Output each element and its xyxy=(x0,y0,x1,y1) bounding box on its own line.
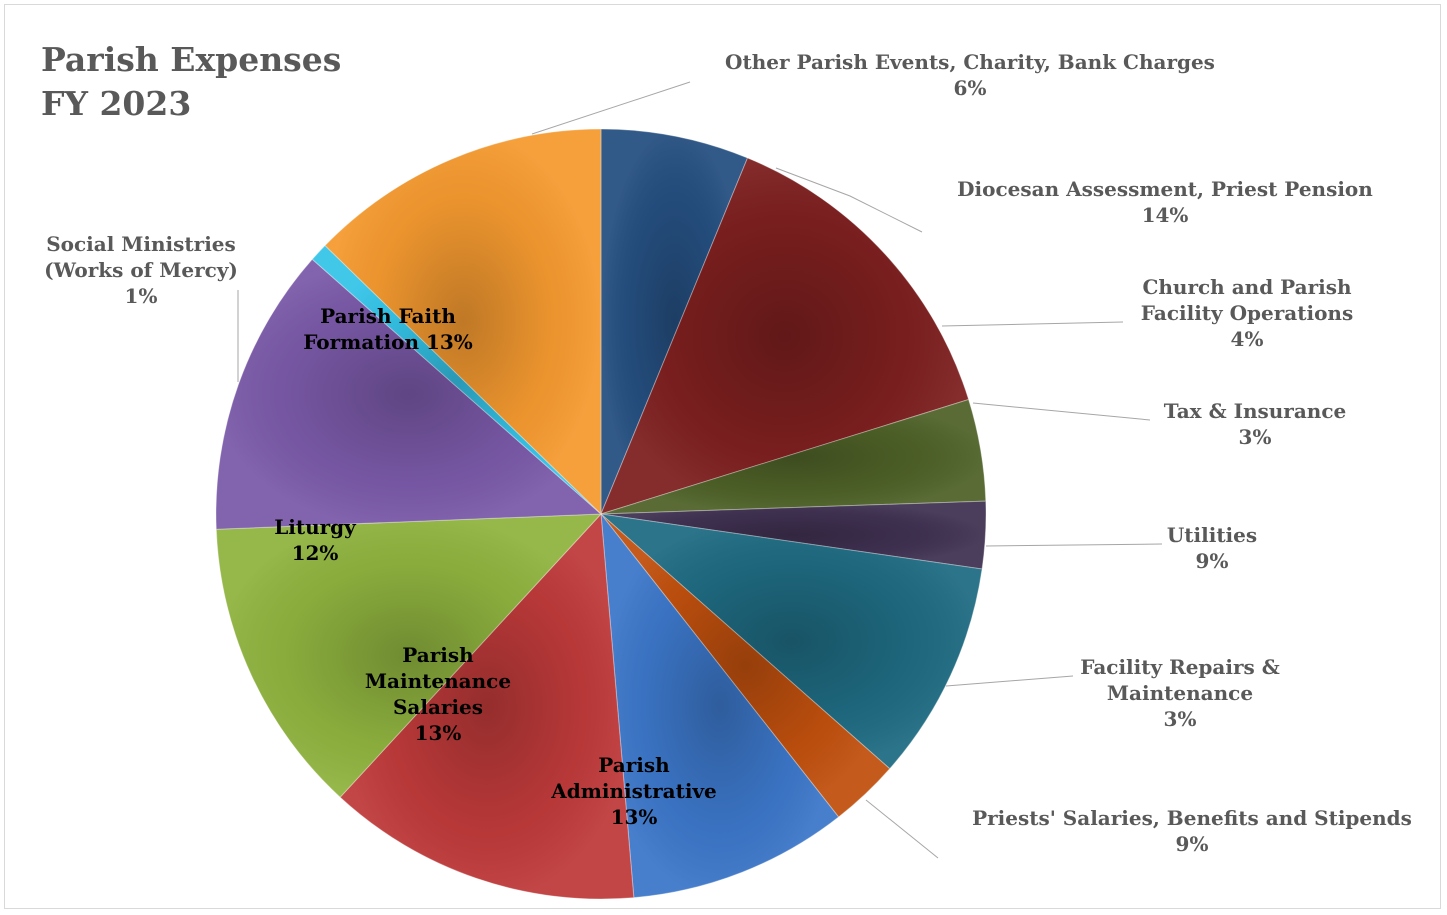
data-label: Parish Maintenance Salaries 13% xyxy=(365,643,511,745)
data-label-line: 3% xyxy=(1164,707,1197,731)
data-label-line: 9% xyxy=(1176,832,1209,856)
data-label: Priests' Salaries, Benefits and Stipends… xyxy=(972,806,1412,856)
data-label-line: 12% xyxy=(292,541,339,565)
data-label-line: 6% xyxy=(954,76,987,100)
data-label: Liturgy 12% xyxy=(274,515,357,565)
pie-slice-2 xyxy=(600,157,970,515)
data-label: Social Ministries (Works of Mercy) 1% xyxy=(44,232,238,308)
data-labels: Other Parish Events, Charity, Bank Charg… xyxy=(44,50,1412,856)
pie-slice-shading xyxy=(601,129,748,514)
pie-slice-11 xyxy=(311,244,602,515)
pie-slice-shading xyxy=(601,514,983,769)
pie-slice-shading xyxy=(216,514,602,798)
data-label: Parish Administrative 13% xyxy=(550,753,717,829)
chart-title: Parish Expenses FY 2023 xyxy=(41,38,341,126)
pie-slice-12 xyxy=(324,128,602,516)
chart-title-line-2: FY 2023 xyxy=(41,84,192,123)
pie-slice-3 xyxy=(600,398,987,515)
data-label: Tax & Insurance 3% xyxy=(1164,399,1346,449)
data-label-line: Administrative xyxy=(550,779,717,803)
chart-frame xyxy=(4,4,1441,909)
data-label-line: (Works of Mercy) xyxy=(44,258,238,282)
pie-slice-shading xyxy=(312,245,601,514)
data-label-line: 14% xyxy=(1142,203,1189,227)
data-label-line: Church and Parish xyxy=(1142,275,1352,299)
data-label-line: Liturgy xyxy=(274,515,357,539)
pie-slice-7 xyxy=(600,512,840,899)
data-label-line: Diocesan Assessment, Priest Pension xyxy=(957,177,1373,201)
data-label-line: Maintenance xyxy=(1107,681,1253,705)
pie-slice-4 xyxy=(600,500,987,570)
pie-slice-10 xyxy=(215,258,603,530)
leader-line xyxy=(531,81,691,135)
chart-title-line-1: Parish Expenses xyxy=(41,40,342,79)
data-label-line: 4% xyxy=(1231,327,1264,351)
data-label: Facility Repairs & Maintenance 3% xyxy=(1080,655,1280,731)
data-label-line: Parish Faith xyxy=(320,304,456,328)
pie-slice-shading xyxy=(325,129,601,514)
leader-lines xyxy=(237,81,1163,859)
leader-line xyxy=(775,167,923,233)
leader-line xyxy=(941,321,1124,327)
pie-slice-shading xyxy=(601,399,986,514)
pie-slice-shading xyxy=(601,514,839,898)
data-label-line: Utilities xyxy=(1167,523,1257,547)
pie-slice-shading xyxy=(601,501,986,569)
data-label-line: Facility Repairs & xyxy=(1080,655,1280,679)
pie-slice-1 xyxy=(600,128,749,515)
data-label-line: Facility Operations xyxy=(1141,301,1353,325)
data-label-line: Other Parish Events, Charity, Bank Charg… xyxy=(725,50,1215,74)
leader-line xyxy=(985,543,1163,547)
pie-slice-shading xyxy=(215,259,601,530)
data-label: Parish Faith Formation 13% xyxy=(303,304,473,354)
data-label-line: 1% xyxy=(125,284,158,308)
data-label-line: Priests' Salaries, Benefits and Stipends xyxy=(972,806,1412,830)
data-label: Utilities 9% xyxy=(1167,523,1257,573)
data-label-line: 3% xyxy=(1239,425,1272,449)
data-label: Diocesan Assessment, Priest Pension 14% xyxy=(957,177,1373,227)
pie-slice-shading xyxy=(601,514,890,817)
data-label-line: Parish xyxy=(402,643,474,667)
pie-slice-8 xyxy=(339,512,635,900)
pie-slices xyxy=(215,128,987,900)
pie-slice-5 xyxy=(599,513,983,770)
data-label-line: 9% xyxy=(1196,549,1229,573)
data-label-line: Parish xyxy=(598,753,670,777)
pie-slice-9 xyxy=(215,513,603,798)
data-label-line: Tax & Insurance xyxy=(1164,399,1346,423)
leader-line xyxy=(972,402,1151,421)
data-label-line: Formation 13% xyxy=(303,330,473,354)
pie-slice-6 xyxy=(600,513,891,818)
pie-slice-shading xyxy=(340,514,634,900)
data-label: Other Parish Events, Charity, Bank Charg… xyxy=(725,50,1215,100)
data-label-line: 13% xyxy=(611,805,658,829)
data-label-line: Salaries xyxy=(393,695,483,719)
data-label: Church and Parish Facility Operations 4% xyxy=(1141,275,1353,351)
leader-line xyxy=(945,675,1074,687)
leader-line xyxy=(865,799,939,859)
data-label-line: Social Ministries xyxy=(46,232,236,256)
pie-slice-shading xyxy=(601,157,969,514)
data-label-line: 13% xyxy=(415,721,462,745)
data-label-line: Maintenance xyxy=(365,669,511,693)
